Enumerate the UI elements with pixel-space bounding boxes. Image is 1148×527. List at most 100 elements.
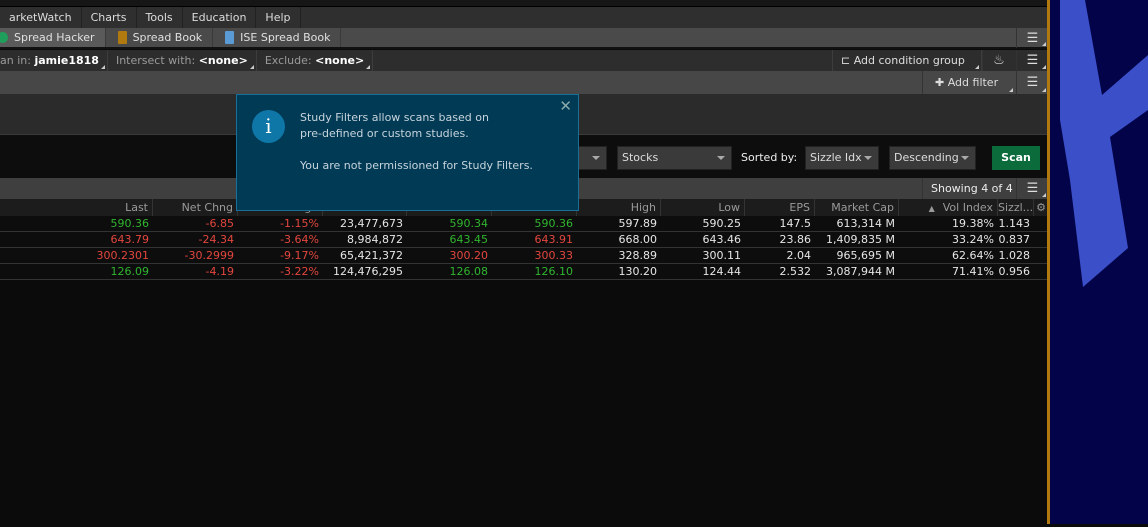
table-cell: 130.20 bbox=[618, 265, 658, 278]
sort-field-dropdown[interactable]: Sizzle Idx bbox=[805, 146, 879, 170]
sorted-by-label: Sorted by: bbox=[741, 151, 798, 164]
add-filter-bar: ✚ Add filter ☰ bbox=[0, 71, 1048, 94]
sort-order-value: Descending bbox=[894, 151, 959, 164]
table-cell: -1.15% bbox=[280, 217, 319, 230]
info-icon: i bbox=[252, 110, 285, 143]
table-cell: 33.24% bbox=[952, 233, 994, 246]
table-cell: 613,314 M bbox=[836, 217, 895, 230]
scan-button[interactable]: Scan bbox=[992, 146, 1040, 170]
add-filter-button[interactable]: ✚ Add filter bbox=[922, 71, 1015, 94]
exclude-label: Exclude: bbox=[264, 54, 312, 67]
intersect-value: <none> bbox=[198, 54, 248, 67]
tab-label: Spread Hacker bbox=[14, 30, 95, 44]
chevron-down-icon bbox=[717, 156, 725, 160]
table-cell: 643.45 bbox=[449, 233, 489, 246]
table-cell: 590.36 bbox=[534, 217, 574, 230]
table-cell: 300.33 bbox=[534, 249, 574, 262]
column-header[interactable]: Market Cap bbox=[815, 199, 899, 216]
table-cell: 0.837 bbox=[998, 233, 1031, 246]
wallpaper-logo-icon bbox=[1060, 0, 1148, 287]
table-cell: 1,409,835 M bbox=[826, 233, 895, 246]
filters-menu-icon[interactable]: ☰ bbox=[1016, 50, 1048, 71]
table-cell: 8,984,872 bbox=[347, 233, 403, 246]
menu-charts[interactable]: Charts bbox=[82, 7, 137, 28]
scan-in-label: an in: bbox=[0, 54, 31, 67]
column-label: Vol Index bbox=[942, 201, 993, 214]
menu-help[interactable]: Help bbox=[256, 7, 301, 28]
fire-icon[interactable]: ♨ bbox=[982, 50, 1015, 71]
table-cell: 300.2301 bbox=[96, 249, 150, 262]
menu-marketwatch[interactable]: arketWatch bbox=[0, 7, 82, 28]
add-filter-menu-icon[interactable]: ☰ bbox=[1016, 71, 1048, 94]
tab-spread-hacker[interactable]: Spread Hacker bbox=[0, 28, 106, 47]
table-cell: 643.91 bbox=[534, 233, 574, 246]
plus-icon: ✚ bbox=[935, 76, 945, 89]
popup-permission-text: You are not permissioned for Study Filte… bbox=[300, 159, 533, 172]
popup-text-line: pre-defined or custom studies. bbox=[300, 127, 469, 140]
table-cell: 2.04 bbox=[786, 249, 812, 262]
table-cell: 590.36 bbox=[110, 217, 150, 230]
table-cell: 590.25 bbox=[702, 217, 742, 230]
add-condition-group-button[interactable]: ⊏ Add condition group bbox=[832, 50, 982, 71]
table-cell: 643.79 bbox=[110, 233, 150, 246]
column-header[interactable]: High bbox=[577, 199, 661, 216]
table-cell: 1.028 bbox=[998, 249, 1031, 262]
menu-bar: arketWatch Charts Tools Education Help bbox=[0, 7, 1048, 28]
column-header[interactable]: ▲ Vol Index bbox=[899, 199, 998, 216]
title-strip bbox=[0, 0, 1048, 7]
table-cell: -3.22% bbox=[280, 265, 319, 278]
table-cell: -3.64% bbox=[280, 233, 319, 246]
add-condition-group-label: Add condition group bbox=[853, 54, 965, 67]
results-menu-icon[interactable]: ☰ bbox=[1016, 178, 1048, 199]
security-type-dropdown[interactable]: Stocks bbox=[617, 146, 732, 170]
table-cell: -4.19 bbox=[205, 265, 234, 278]
column-header[interactable]: Net Chng bbox=[153, 199, 238, 216]
table-row[interactable]: 643.79 -24.34 -3.64% 8,984,872 643.45 643.91 6… bbox=[0, 232, 1048, 248]
column-header[interactable]: Sizzl... bbox=[998, 199, 1034, 216]
table-cell: 965,695 M bbox=[836, 249, 895, 262]
table-row[interactable]: 300.2301 -30.2999 -9.17% 65,421,372 300.20 30… bbox=[0, 248, 1048, 264]
table-cell: 62.64% bbox=[952, 249, 994, 262]
column-header[interactable]: Low bbox=[661, 199, 745, 216]
popup-text-line: Study Filters allow scans based on bbox=[300, 111, 489, 124]
spread-hacker-icon bbox=[0, 32, 8, 43]
tab-spread-book[interactable]: Spread Book bbox=[106, 28, 214, 47]
table-cell: 65,421,372 bbox=[340, 249, 403, 262]
column-header[interactable]: EPS bbox=[745, 199, 815, 216]
table-cell: 126.09 bbox=[110, 265, 150, 278]
column-header[interactable]: Last bbox=[68, 199, 153, 216]
tab-ise-spread-book[interactable]: ISE Spread Book bbox=[213, 28, 342, 47]
table-row[interactable]: 126.09 -4.19 -3.22% 124,476,295 126.08 126.10… bbox=[0, 264, 1048, 280]
table-cell: 300.11 bbox=[702, 249, 742, 262]
scan-in-value: jamie1818 bbox=[34, 54, 99, 67]
exclude-selector[interactable]: Exclude: <none> bbox=[257, 50, 374, 71]
security-type-value: Stocks bbox=[622, 151, 659, 164]
table-cell: 3,087,944 M bbox=[826, 265, 895, 278]
intersect-label: Intersect with: bbox=[115, 54, 196, 67]
table-cell: 124.44 bbox=[702, 265, 742, 278]
table-cell: 668.00 bbox=[618, 233, 658, 246]
table-cell: 0.956 bbox=[998, 265, 1031, 278]
table-cell: -24.34 bbox=[198, 233, 234, 246]
table-cell: 126.08 bbox=[449, 265, 489, 278]
table-row[interactable]: 590.36 -6.85 -1.15% 23,477,673 590.34 590.36 5… bbox=[0, 216, 1048, 232]
document-icon bbox=[225, 31, 235, 44]
table-cell: 23.86 bbox=[779, 233, 812, 246]
chevron-down-icon bbox=[864, 156, 872, 160]
menu-tools[interactable]: Tools bbox=[137, 7, 183, 28]
sort-ascending-icon: ▲ bbox=[928, 204, 935, 213]
close-icon[interactable]: ✕ bbox=[559, 97, 572, 115]
desktop-background bbox=[1050, 0, 1148, 524]
table-cell: 328.89 bbox=[618, 249, 658, 262]
table-cell: 643.46 bbox=[702, 233, 742, 246]
tabs-menu-icon[interactable]: ☰ bbox=[1016, 28, 1048, 48]
intersect-selector[interactable]: Intersect with: <none> bbox=[108, 50, 257, 71]
add-filter-label: Add filter bbox=[947, 76, 999, 89]
table-cell: 597.89 bbox=[618, 217, 658, 230]
exclude-value: <none> bbox=[315, 54, 365, 67]
sort-order-dropdown[interactable]: Descending bbox=[889, 146, 976, 170]
scan-in-selector[interactable]: an in: jamie1818 bbox=[0, 50, 108, 71]
menu-education[interactable]: Education bbox=[183, 7, 257, 28]
showing-count: Showing 4 of 4 bbox=[922, 178, 1016, 199]
table-cell: 147.5 bbox=[779, 217, 812, 230]
